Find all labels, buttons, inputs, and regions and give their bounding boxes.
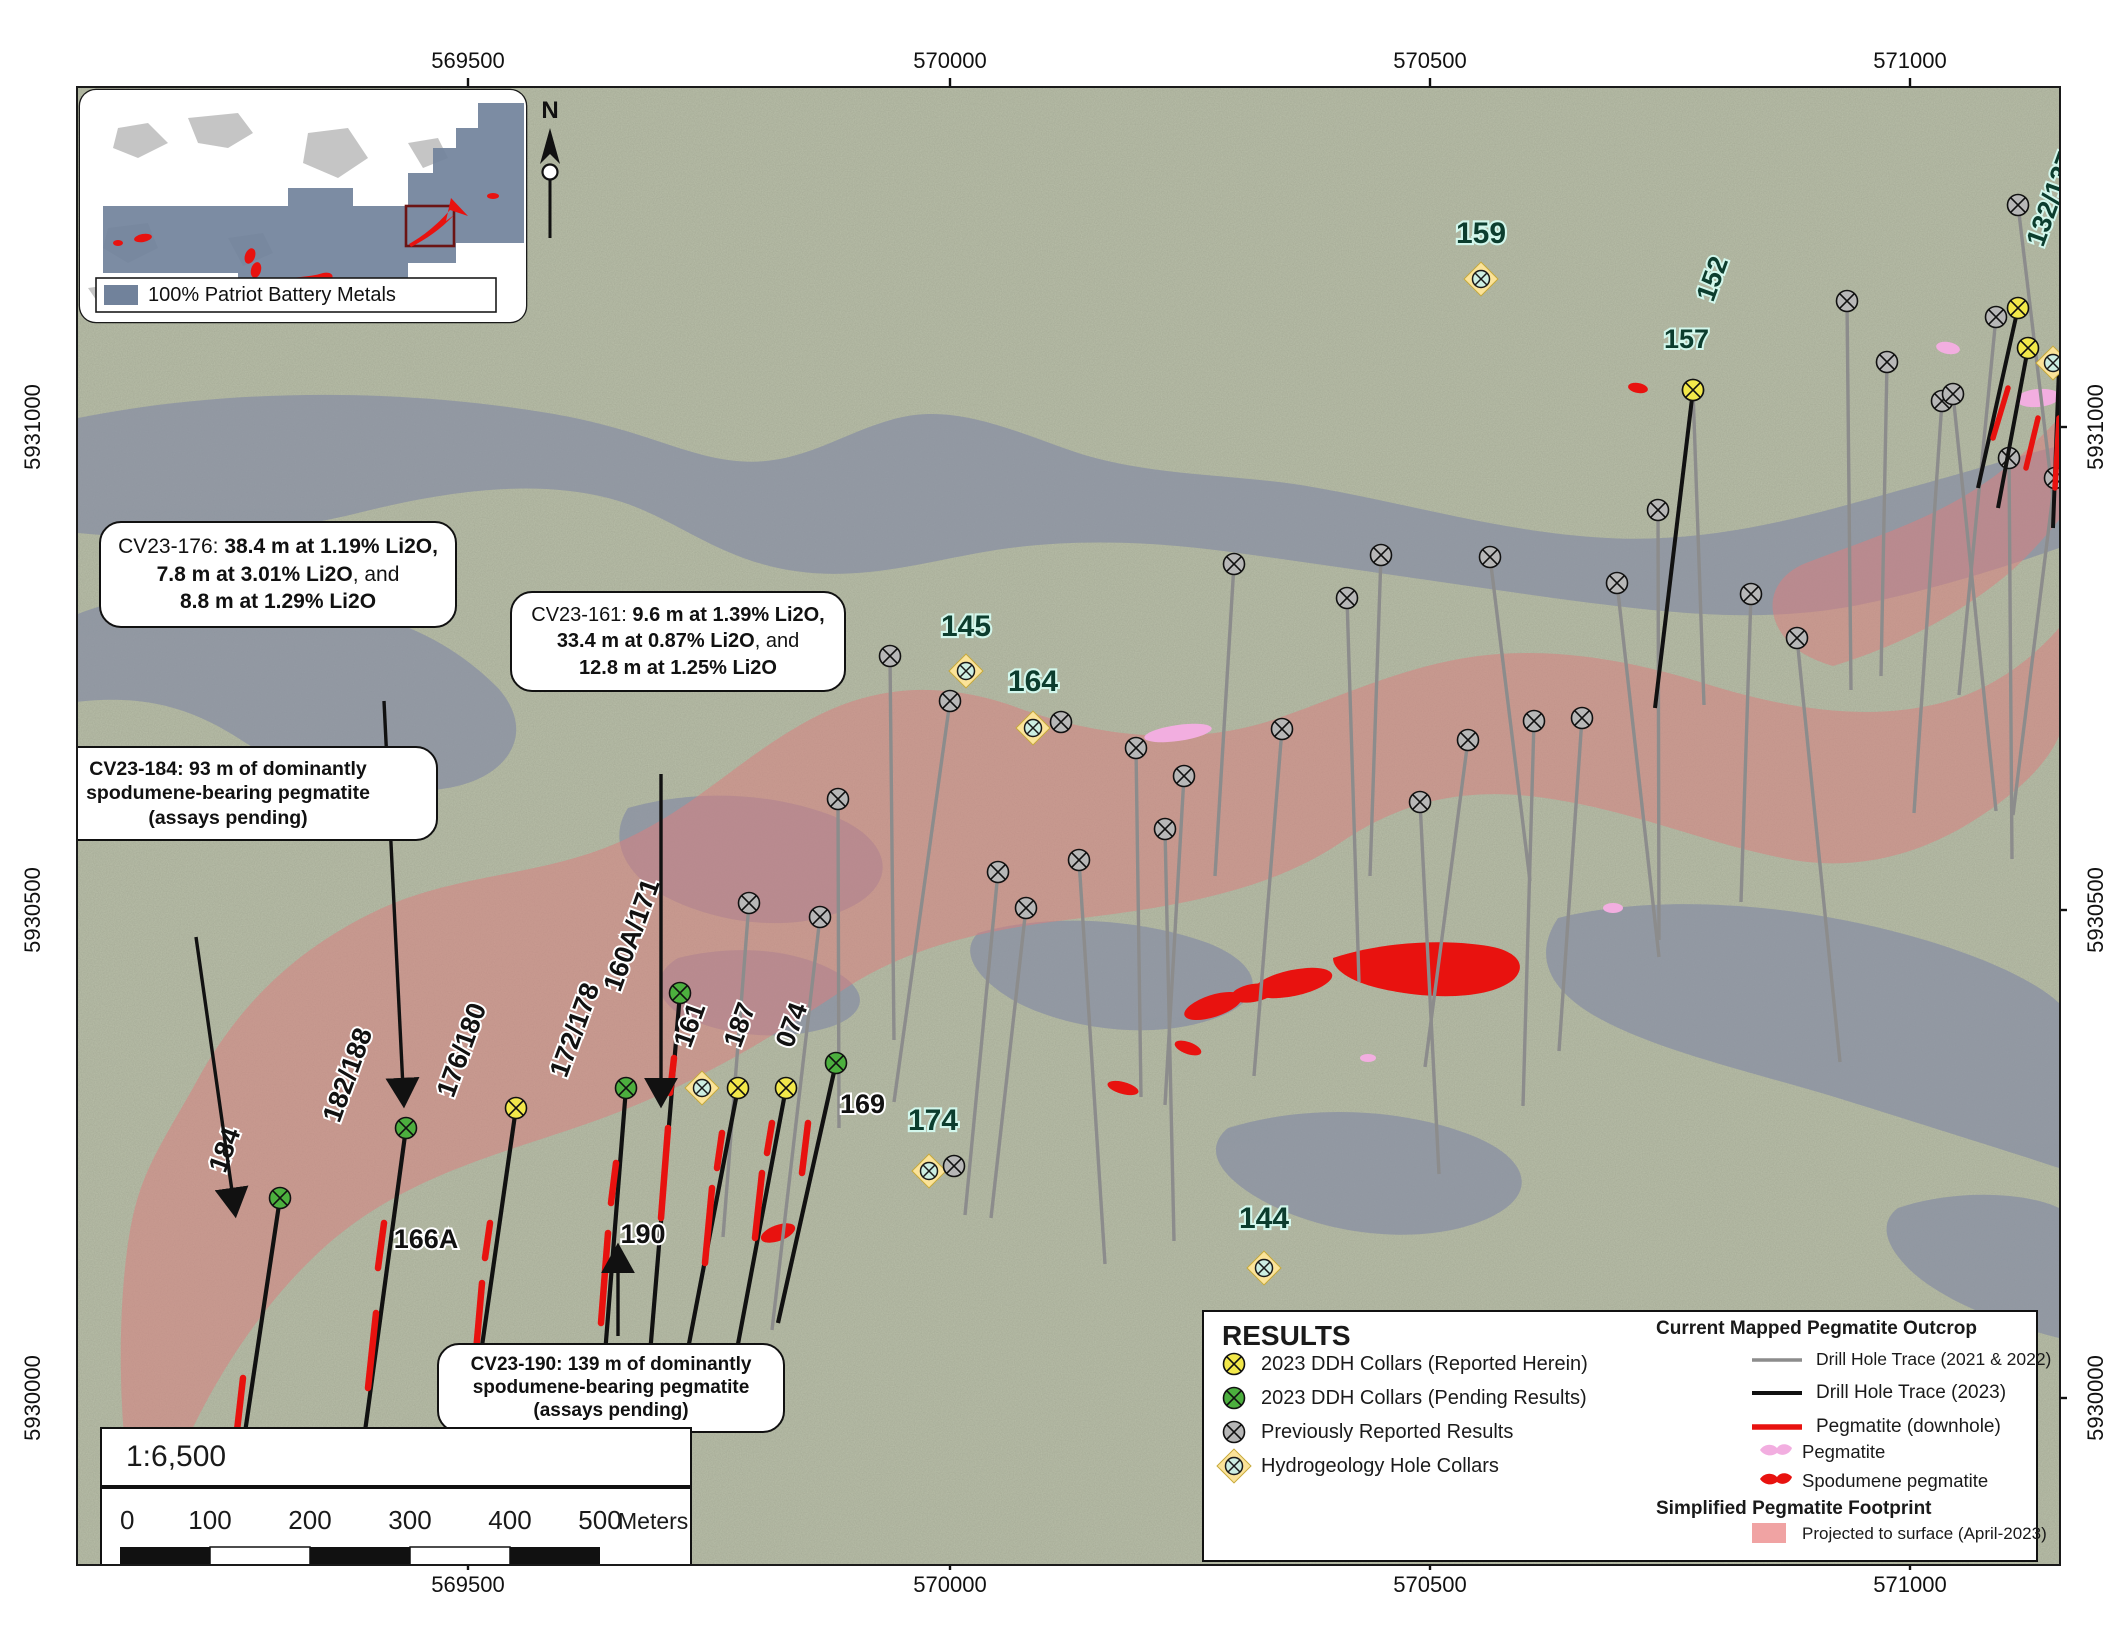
svg-text:159: 159 bbox=[1456, 217, 1506, 250]
svg-text:570000: 570000 bbox=[913, 48, 986, 73]
svg-text:571000: 571000 bbox=[1873, 1572, 1946, 1597]
svg-text:570500: 570500 bbox=[1393, 48, 1466, 73]
svg-text:200: 200 bbox=[288, 1505, 331, 1535]
svg-text:169: 169 bbox=[840, 1089, 885, 1119]
svg-text:144: 144 bbox=[1239, 1202, 1289, 1235]
svg-text:400: 400 bbox=[488, 1505, 531, 1535]
svg-text:5930000: 5930000 bbox=[20, 1355, 45, 1441]
svg-text:N: N bbox=[541, 97, 558, 124]
svg-text:166A: 166A bbox=[394, 1224, 459, 1254]
svg-text:0: 0 bbox=[120, 1505, 134, 1535]
svg-text:5930500: 5930500 bbox=[2083, 867, 2108, 953]
svg-text:500: 500 bbox=[578, 1505, 621, 1535]
svg-text:Meters: Meters bbox=[618, 1508, 688, 1534]
svg-text:5930500: 5930500 bbox=[20, 867, 45, 953]
svg-text:157: 157 bbox=[1664, 324, 1709, 354]
svg-text:145: 145 bbox=[941, 610, 991, 643]
svg-text:569500: 569500 bbox=[431, 1572, 504, 1597]
svg-text:100: 100 bbox=[188, 1505, 231, 1535]
svg-text:300: 300 bbox=[388, 1505, 431, 1535]
svg-text:5931000: 5931000 bbox=[20, 384, 45, 470]
svg-text:569500: 569500 bbox=[431, 48, 504, 73]
svg-text:174: 174 bbox=[908, 1104, 958, 1137]
svg-text:5930000: 5930000 bbox=[2083, 1355, 2108, 1441]
svg-text:571000: 571000 bbox=[1873, 48, 1946, 73]
svg-text:570000: 570000 bbox=[913, 1572, 986, 1597]
svg-text:5931000: 5931000 bbox=[2083, 384, 2108, 470]
svg-text:164: 164 bbox=[1008, 665, 1058, 698]
svg-text:100% Patriot Battery Metals: 100% Patriot Battery Metals bbox=[148, 284, 396, 306]
svg-text:190: 190 bbox=[620, 1219, 665, 1249]
svg-text:570500: 570500 bbox=[1393, 1572, 1466, 1597]
